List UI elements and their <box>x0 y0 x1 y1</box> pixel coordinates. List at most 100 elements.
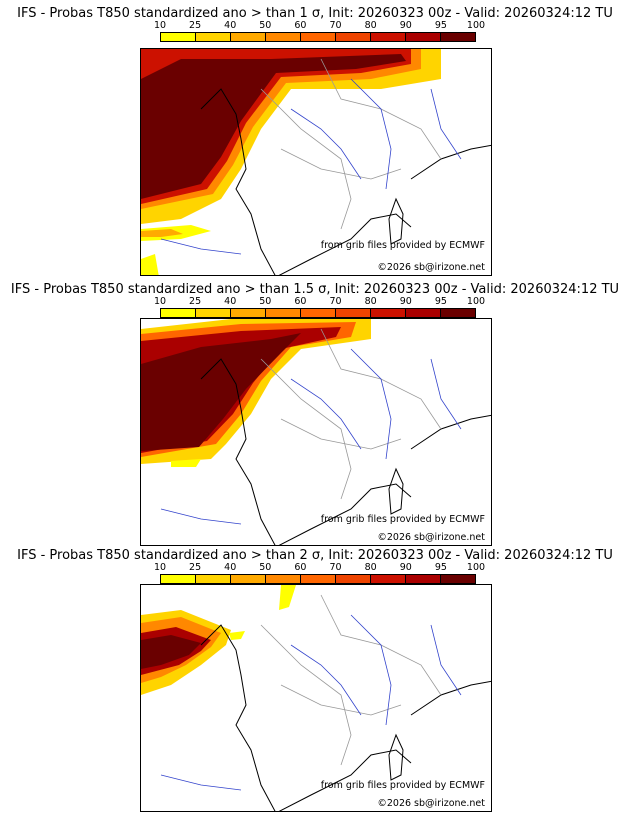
probability-map: from grib files provided by ECMWF ©2026 … <box>140 584 492 812</box>
map-panel-3: IFS - Probas T850 standardized ano > tha… <box>0 548 630 820</box>
border <box>280 148 402 180</box>
border <box>260 88 352 230</box>
colorbar-tick: 95 <box>434 296 447 307</box>
coastline <box>200 358 276 545</box>
colorbar-tick: 40 <box>224 296 237 307</box>
prob-area-south <box>171 459 201 467</box>
colorbar-ticks: 10 25 40 50 60 70 80 90 95 100 <box>154 562 485 574</box>
credit-author: ©2026 sb@irizone.net <box>377 798 485 809</box>
colorbar-tick: 80 <box>364 296 377 307</box>
map-panel-2: IFS - Probas T850 standardized ano > tha… <box>0 282 630 554</box>
border <box>260 358 352 500</box>
credit-source: from grib files provided by ECMWF <box>320 780 485 791</box>
colorbar-segment <box>371 309 406 317</box>
colorbar <box>160 32 476 42</box>
border <box>260 624 352 766</box>
colorbar-tick: 10 <box>153 296 167 307</box>
coastline <box>388 467 404 515</box>
panel-title: IFS - Probas T850 standardized ano > tha… <box>17 6 613 21</box>
colorbar-segment <box>406 575 441 583</box>
colorbar-tick: 95 <box>434 20 447 31</box>
colorbar-segment <box>406 33 441 41</box>
river <box>350 614 392 726</box>
border <box>280 684 402 716</box>
coastline <box>388 197 404 245</box>
prob-area-north <box>279 585 296 610</box>
credit-author: ©2026 sb@irizone.net <box>377 532 485 543</box>
colorbar-tick: 50 <box>259 20 272 31</box>
river <box>160 508 242 525</box>
colorbar-segment <box>336 33 371 41</box>
colorbar-tick: 50 <box>259 296 272 307</box>
colorbar-tick: 80 <box>364 20 377 31</box>
colorbar-tick: 60 <box>294 20 307 31</box>
coastline <box>410 144 491 180</box>
river <box>290 644 362 716</box>
colorbar-segment <box>231 575 266 583</box>
colorbar-segment <box>371 33 406 41</box>
colorbar-tick: 40 <box>224 562 237 573</box>
colorbar-tick: 90 <box>399 296 412 307</box>
panel-title: IFS - Probas T850 standardized ano > tha… <box>17 548 613 563</box>
prob-area-max <box>141 54 406 199</box>
colorbar-tick: 25 <box>189 562 202 573</box>
colorbar <box>160 308 476 318</box>
river <box>160 774 242 791</box>
colorbar-segment <box>196 309 231 317</box>
colorbar-tick: 100 <box>466 296 486 307</box>
colorbar <box>160 574 476 584</box>
colorbar-tick: 40 <box>224 20 237 31</box>
colorbar-tick: 60 <box>294 562 307 573</box>
border <box>280 418 402 450</box>
colorbar-tick: 25 <box>189 20 202 31</box>
coastline <box>200 624 276 811</box>
colorbar-segment <box>336 575 371 583</box>
colorbar-ticks: 10 25 40 50 60 70 80 90 95 100 <box>154 296 485 308</box>
credit-author: ©2026 sb@irizone.net <box>377 262 485 273</box>
colorbar-segment <box>301 33 336 41</box>
colorbar-segment <box>441 575 475 583</box>
colorbar-segment <box>266 33 301 41</box>
colorbar-segment <box>441 309 475 317</box>
colorbar-segment <box>161 575 196 583</box>
coastline <box>278 749 412 811</box>
colorbar-tick: 10 <box>153 562 167 573</box>
river <box>430 624 462 696</box>
panel-title: IFS - Probas T850 standardized ano > tha… <box>10 282 620 297</box>
colorbar-segment <box>371 575 406 583</box>
colorbar-segment <box>196 575 231 583</box>
colorbar-segment <box>161 309 196 317</box>
colorbar-segment <box>196 33 231 41</box>
colorbar-tick: 90 <box>399 20 412 31</box>
colorbar-tick: 60 <box>294 296 307 307</box>
prob-area-max <box>141 333 301 451</box>
colorbar-segment <box>441 33 475 41</box>
colorbar-tick: 100 <box>466 20 486 31</box>
colorbar-segment <box>231 309 266 317</box>
coastline <box>410 414 491 450</box>
colorbar-tick: 10 <box>153 20 167 31</box>
colorbar-segment <box>231 33 266 41</box>
colorbar-tick: 25 <box>189 296 202 307</box>
colorbar-tick: 80 <box>364 562 377 573</box>
coastline <box>278 213 412 275</box>
coastline <box>410 680 491 716</box>
prob-area-coast <box>229 631 245 640</box>
coastline <box>278 483 412 545</box>
credit-source: from grib files provided by ECMWF <box>320 514 485 525</box>
colorbar-tick: 100 <box>466 562 486 573</box>
colorbar-tick: 90 <box>399 562 412 573</box>
colorbar-segment <box>406 309 441 317</box>
prob-area-max <box>141 635 201 669</box>
colorbar-ticks: 10 25 40 50 60 70 80 90 95 100 <box>154 20 485 32</box>
colorbar-tick: 70 <box>329 562 342 573</box>
river <box>430 88 462 160</box>
river <box>430 358 462 430</box>
river <box>160 238 242 255</box>
colorbar-segment <box>301 575 336 583</box>
river <box>350 348 392 460</box>
colorbar-segment <box>301 309 336 317</box>
colorbar-segment <box>161 33 196 41</box>
colorbar-segment <box>336 309 371 317</box>
colorbar-tick: 50 <box>259 562 272 573</box>
